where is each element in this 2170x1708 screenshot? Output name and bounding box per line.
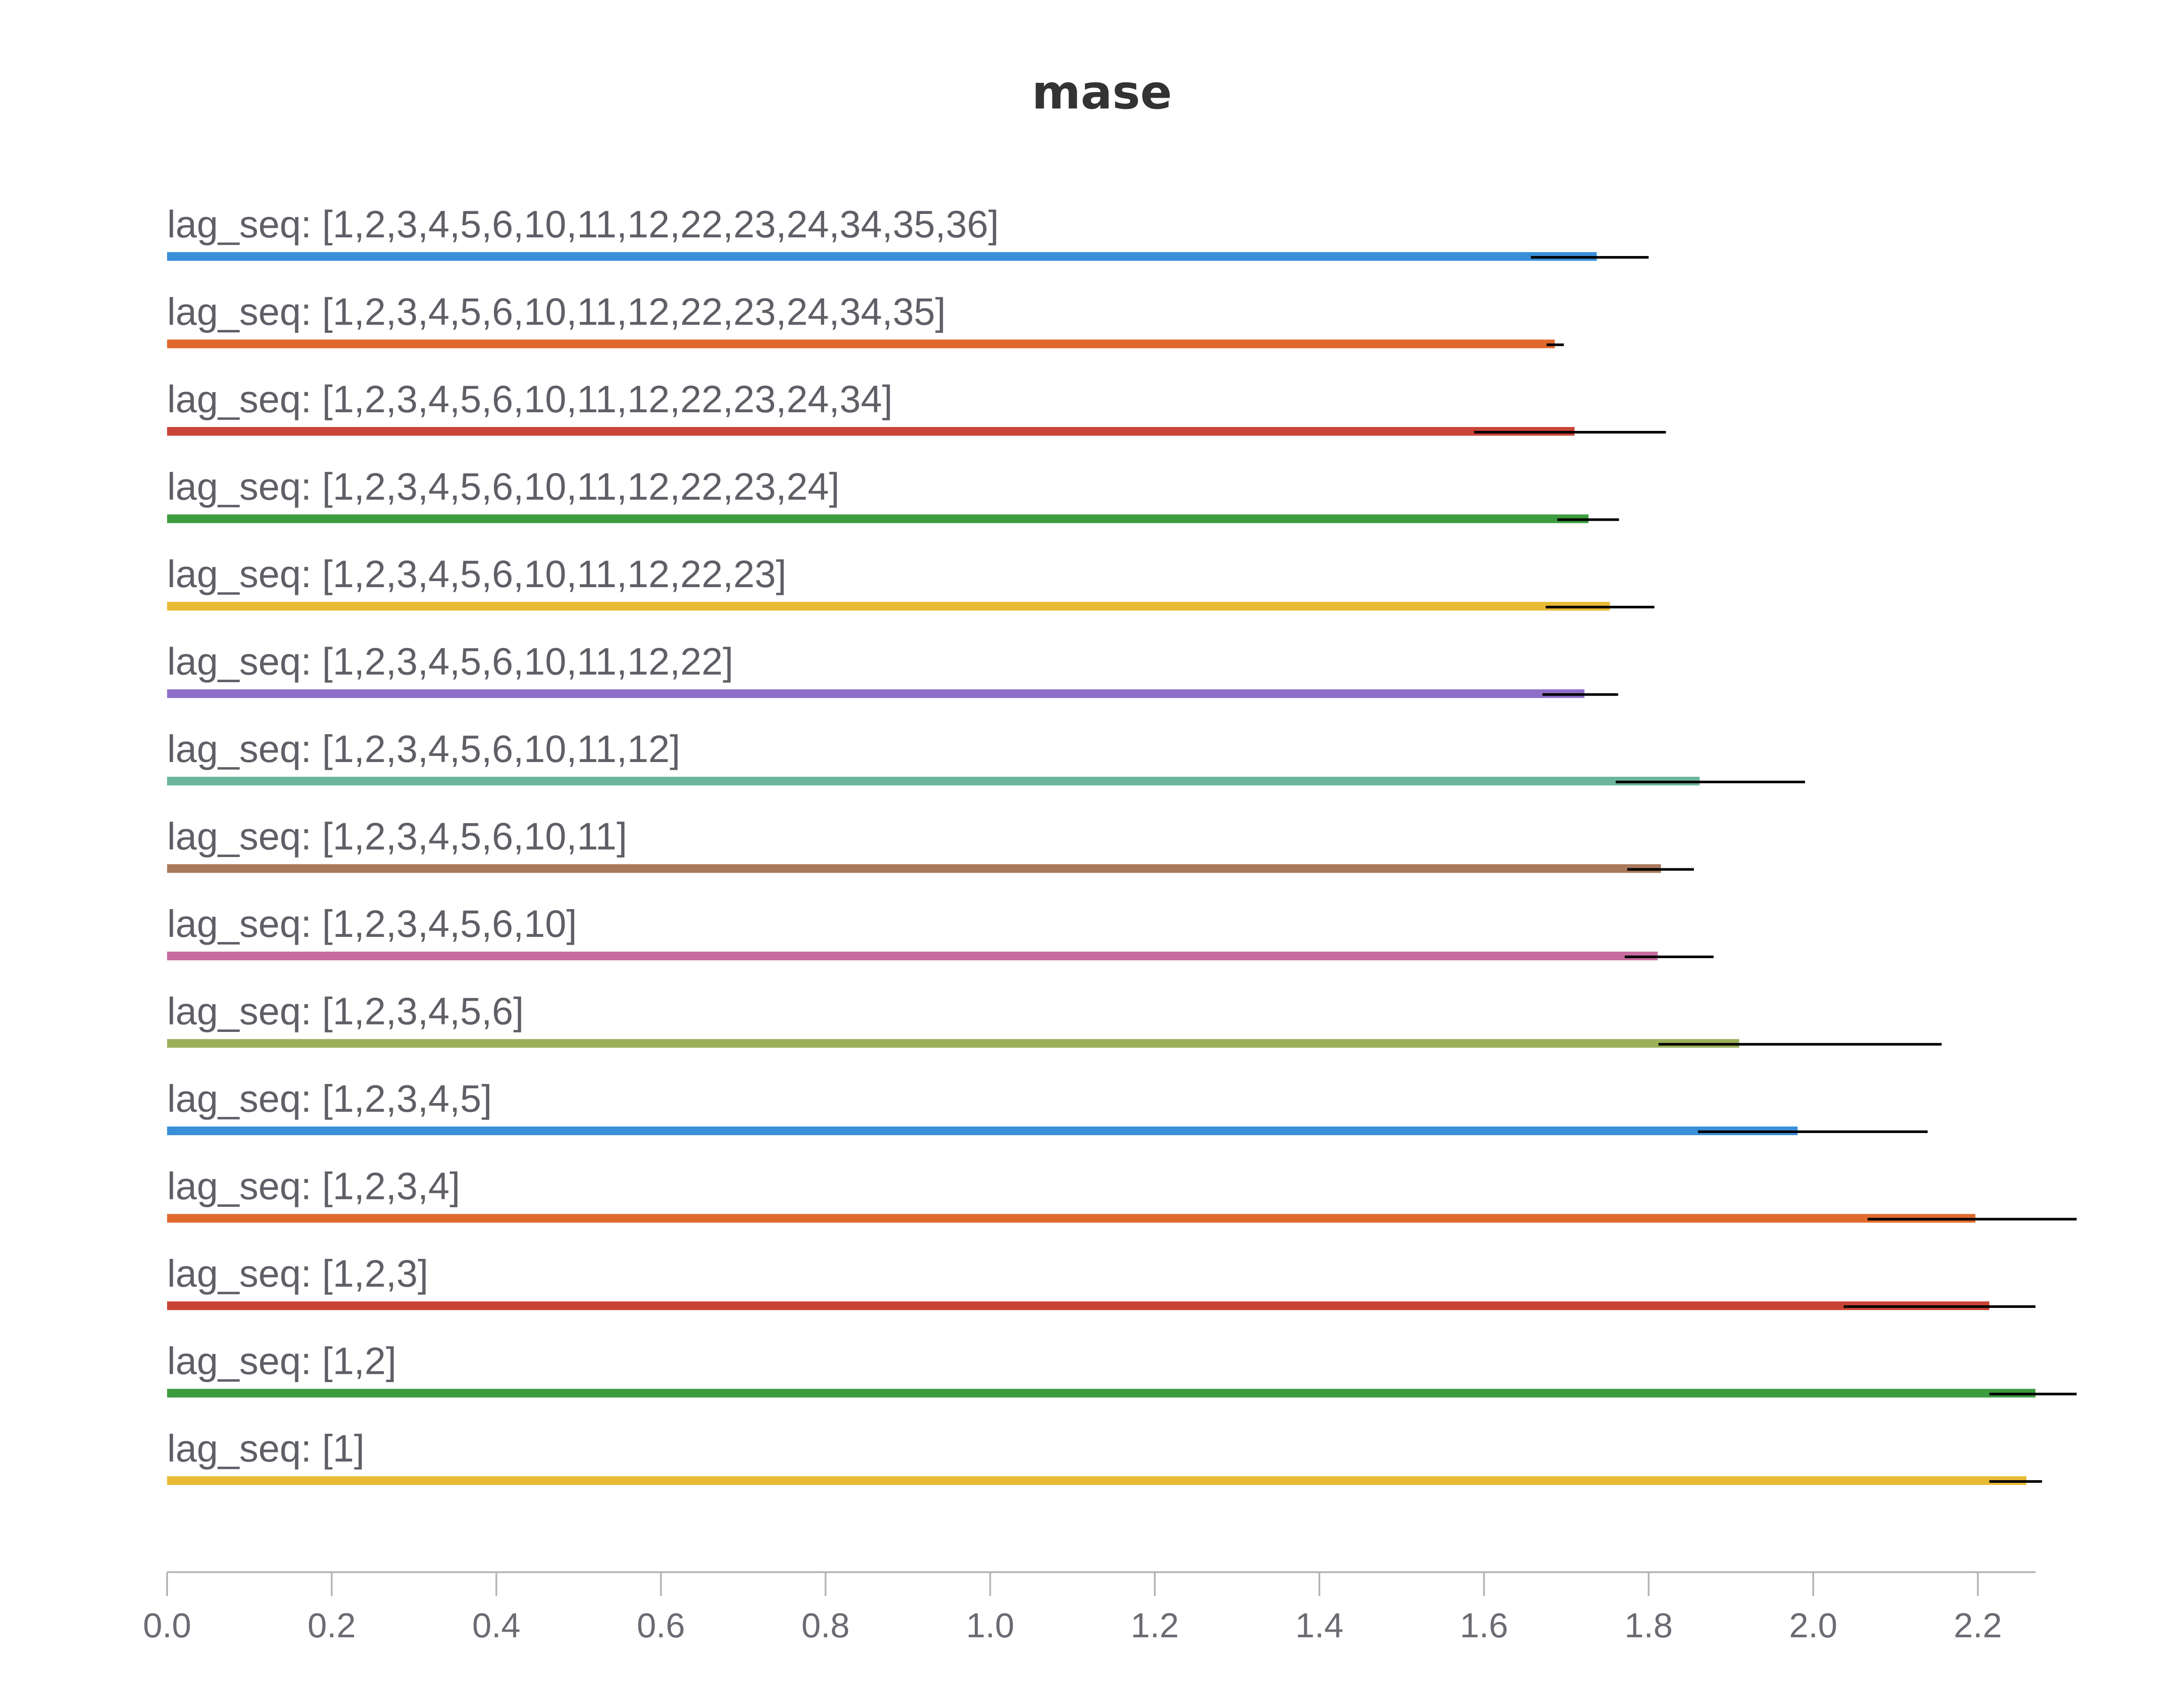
bar-row: lag_seq: [1,2,3,4,5,6,10,11] [167, 815, 1694, 873]
x-tick-label: 1.4 [1295, 1606, 1343, 1645]
bar-row: lag_seq: [1,2,3,4] [167, 1165, 2077, 1223]
category-label: lag_seq: [1,2,3,4,5,6,10,11,12,22] [167, 640, 733, 683]
bar [167, 1301, 1989, 1310]
bar [167, 427, 1575, 436]
x-tick-label: 1.0 [966, 1606, 1014, 1645]
category-label: lag_seq: [1,2,3,4,5,6,10,11,12,22,23,24,… [167, 290, 946, 333]
category-label: lag_seq: [1,2,3] [167, 1252, 428, 1295]
category-label: lag_seq: [1,2] [167, 1340, 396, 1383]
bar-row: lag_seq: [1,2,3,4,5,6,10,11,12,22,23,24,… [167, 290, 1564, 348]
x-tick-label: 0.4 [472, 1606, 520, 1645]
category-label: lag_seq: [1,2,3,4,5,6,10,11,12,22,23,24] [167, 465, 839, 508]
category-label: lag_seq: [1,2,3,4,5] [167, 1077, 492, 1120]
bar [167, 1389, 2035, 1398]
bar [167, 602, 1610, 611]
category-label: lag_seq: [1] [167, 1427, 365, 1470]
x-tick-label: 0.6 [637, 1606, 685, 1645]
bar [167, 689, 1585, 698]
chart-title: mase [1032, 66, 1172, 120]
category-label: lag_seq: [1,2,3,4,5,6] [167, 990, 524, 1033]
bar [167, 777, 1700, 785]
bar-row: lag_seq: [1,2,3,4,5,6] [167, 990, 1942, 1048]
bar [167, 1214, 1976, 1223]
category-label: lag_seq: [1,2,3,4,5,6,10,11] [167, 815, 627, 858]
bar [167, 339, 1555, 348]
bar-row: lag_seq: [1,2,3,4,5,6,10,11,12,22,23,24,… [167, 203, 1649, 261]
bar-row: lag_seq: [1,2,3,4,5,6,10,11,12] [167, 727, 1805, 785]
category-label: lag_seq: [1,2,3,4,5,6,10,11,12,22,23,24,… [167, 203, 999, 246]
x-axis: 0.0 0.2 0.4 0.6 0.8 1.0 1.2 1.4 1.6 1.8 2.0 2.2 [143, 1571, 2035, 1645]
x-tick-label: 1.2 [1131, 1606, 1179, 1645]
category-label: lag_seq: [1,2,3,4,5,6,10,11,12,22,23,24,… [167, 378, 893, 420]
bar [167, 864, 1661, 873]
bar [167, 252, 1597, 261]
bar-row: lag_seq: [1,2,3,4,5] [167, 1077, 1928, 1135]
bar [167, 952, 1658, 960]
bar-row: lag_seq: [1] [167, 1427, 2042, 1485]
x-tick-label: 0.8 [802, 1606, 850, 1645]
x-tick-label: 2.0 [1789, 1606, 1837, 1645]
bar-group: lag_seq: [1,2,3,4,5,6,10,11,12,22,23,24,… [167, 203, 2077, 1485]
x-tick-label: 1.8 [1624, 1606, 1673, 1645]
bar-row: lag_seq: [1,2,3,4,5,6,10,11,12,22,23,24] [167, 465, 1619, 523]
bar-row: lag_seq: [1,2,3] [167, 1252, 2035, 1310]
x-tick-label: 2.2 [1954, 1606, 2002, 1645]
x-tick-label: 1.6 [1460, 1606, 1508, 1645]
bar [167, 514, 1589, 523]
bar-row: lag_seq: [1,2,3,4,5,6,10,11,12,22,23,24,… [167, 378, 1666, 436]
bar [167, 1039, 1739, 1048]
category-label: lag_seq: [1,2,3,4] [167, 1165, 460, 1208]
bar [167, 1476, 2027, 1485]
bar-row: lag_seq: [1,2,3,4,5,6,10,11,12,22,23] [167, 552, 1654, 611]
x-tick-label: 0.2 [308, 1606, 356, 1645]
x-tick-label: 0.0 [143, 1606, 191, 1645]
bar-row: lag_seq: [1,2,3,4,5,6,10] [167, 902, 1714, 960]
bar-row: lag_seq: [1,2] [167, 1340, 2077, 1398]
bar-row: lag_seq: [1,2,3,4,5,6,10,11,12,22] [167, 640, 1618, 698]
category-label: lag_seq: [1,2,3,4,5,6,10,11,12,22,23] [167, 552, 786, 595]
bar [167, 1127, 1798, 1135]
category-label: lag_seq: [1,2,3,4,5,6,10,11,12] [167, 727, 680, 770]
category-label: lag_seq: [1,2,3,4,5,6,10] [167, 902, 577, 945]
